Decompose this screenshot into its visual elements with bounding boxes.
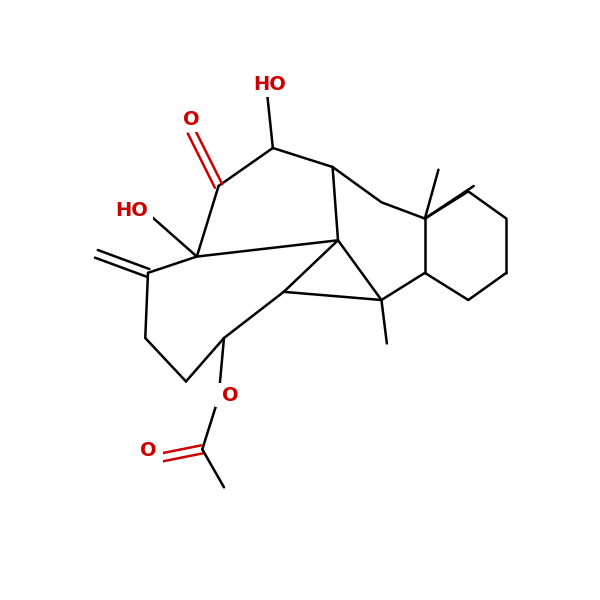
- FancyBboxPatch shape: [175, 107, 208, 132]
- FancyBboxPatch shape: [110, 198, 153, 223]
- Text: HO: HO: [254, 75, 287, 94]
- Text: O: O: [222, 386, 239, 404]
- Text: O: O: [183, 110, 200, 129]
- FancyBboxPatch shape: [215, 383, 246, 407]
- Text: O: O: [140, 442, 156, 460]
- FancyBboxPatch shape: [133, 439, 163, 463]
- Text: HO: HO: [115, 201, 148, 220]
- FancyBboxPatch shape: [248, 72, 292, 97]
